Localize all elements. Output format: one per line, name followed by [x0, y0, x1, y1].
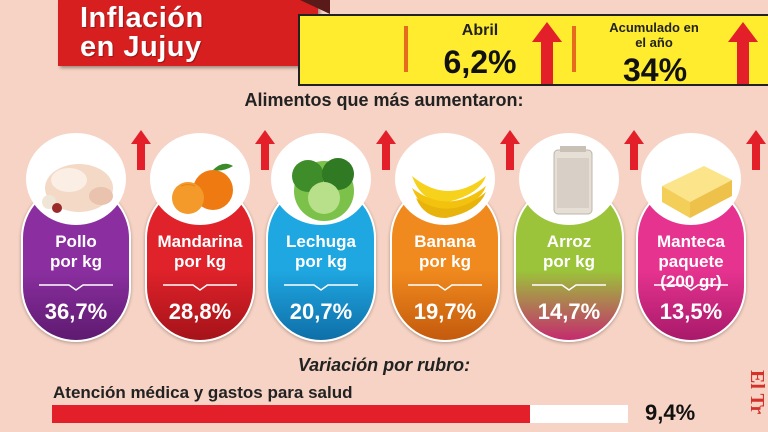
card-name: Lechuga por kg: [266, 232, 376, 272]
card-divider: [163, 284, 237, 291]
chicken-icon: [42, 164, 113, 213]
card-up-arrow-icon: [131, 130, 151, 170]
card-name-line-1: Pollo: [55, 232, 97, 251]
title-line-1: Inflación: [80, 2, 204, 34]
card-percent: 14,7%: [537, 299, 601, 324]
food-card: Pollo por kg 36,7%: [21, 133, 131, 342]
card-up-arrow-icon: [624, 130, 644, 170]
food-card: Mandarina por kg 28,8%: [145, 133, 255, 342]
chart-subtitle: Alimentos que más aumentaron:: [244, 90, 524, 110]
card-photo: [271, 133, 371, 225]
card-divider: [408, 284, 482, 291]
ytd-label: Acumulado en el año: [590, 20, 718, 50]
food-card: Manteca paquete (200 gr) 13,5%: [636, 133, 746, 342]
food-card: Lechuga por kg 20,7%: [266, 133, 376, 342]
card-name-line-2: paquete: [658, 252, 724, 271]
card-divider: [532, 284, 606, 291]
month-value: 6,2%: [443, 44, 517, 80]
card-name-line-1: Banana: [414, 232, 476, 251]
ytd-up-arrow-icon: [728, 22, 758, 84]
card-name-line-3: (200 gr): [660, 272, 722, 291]
card-photo: [150, 133, 250, 225]
ytd-label-line-1: Acumulado en: [609, 20, 699, 35]
card-percent: 36,7%: [44, 299, 108, 324]
card-name-line-2: por kg: [419, 252, 471, 271]
card-photo: [519, 133, 619, 225]
rice-icon: [553, 146, 593, 215]
card-name: Arroz por kg: [514, 232, 624, 272]
card-percent: 19,7%: [413, 299, 477, 324]
rubro-bar-track: [52, 405, 628, 423]
card-up-arrow-icon: [376, 130, 396, 170]
rubro-bar-fill: [52, 405, 531, 423]
butter-icon: [662, 166, 732, 218]
ytd-value: 34%: [622, 52, 688, 88]
stat-divider-2: [572, 26, 576, 72]
card-name-line-1: Lechuga: [286, 232, 356, 251]
card-name-line-2: por kg: [174, 252, 226, 271]
title-line-2: en Jujuy: [80, 31, 202, 63]
month-up-arrow-icon: [532, 22, 562, 84]
card-percent: 20,7%: [289, 299, 353, 324]
card-up-arrow-icon: [746, 130, 766, 170]
banana-icon: [412, 176, 486, 218]
card-divider: [39, 284, 113, 291]
card-name-line-1: Arroz: [546, 232, 592, 251]
card-up-arrow-icon: [500, 130, 520, 170]
card-percent: 13,5%: [659, 299, 723, 324]
title-corner-fold: [300, 0, 330, 14]
card-name: Pollo por kg: [21, 232, 131, 272]
rubro-label: Atención médica y gastos para salud: [53, 383, 353, 402]
mandarin-icon: [172, 163, 233, 214]
stat-divider-1: [404, 26, 408, 72]
ytd-label-line-2: el año: [635, 35, 673, 50]
stats-box: Abril 6,2% Acumulado en el año 34%: [298, 14, 768, 88]
food-card: Banana por kg 19,7%: [390, 133, 500, 342]
rubro-value: 9,4%: [645, 400, 696, 425]
card-photo: [395, 133, 495, 225]
card-name: Mandarina por kg: [145, 232, 255, 272]
watermark-logo: El Tr: [746, 370, 768, 415]
card-photo: [641, 133, 741, 225]
card-name-line-2: por kg: [295, 252, 347, 271]
card-percent: 28,8%: [168, 299, 232, 324]
card-name: Manteca paquete (200 gr): [636, 232, 746, 292]
card-name-line-2: por kg: [543, 252, 595, 271]
month-label: Abril: [461, 22, 499, 39]
title-box: Inflación en Jujuy: [58, 0, 318, 66]
card-up-arrow-icon: [255, 130, 275, 170]
card-photo: [26, 133, 126, 225]
card-name-line-1: Manteca: [656, 232, 726, 251]
rubro-title: Variación por rubro:: [297, 355, 471, 375]
card-name: Banana por kg: [390, 232, 500, 272]
card-divider: [284, 284, 358, 291]
lettuce-icon: [292, 158, 354, 221]
card-divider: [654, 284, 728, 291]
card-name-line-1: Mandarina: [157, 232, 243, 251]
card-name-line-2: por kg: [50, 252, 102, 271]
food-card: Arroz por kg 14,7%: [514, 133, 624, 342]
